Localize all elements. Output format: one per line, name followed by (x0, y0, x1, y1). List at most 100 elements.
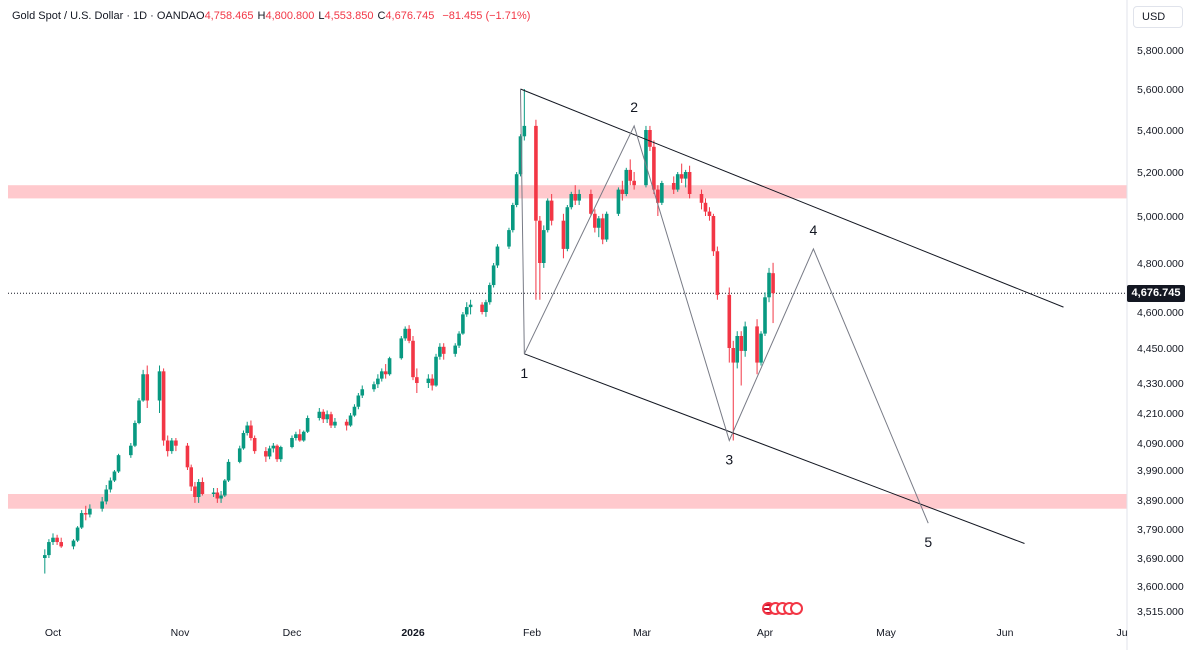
candle-body (55, 537, 59, 543)
candle-body (137, 400, 141, 423)
candle-body (112, 471, 117, 481)
candle-body (317, 411, 322, 418)
candle-body (573, 194, 578, 201)
candle-body (507, 230, 511, 247)
candle-body (711, 216, 716, 252)
candle-body (170, 440, 174, 452)
candle-body (249, 425, 253, 438)
candle (376, 374, 380, 388)
candle (703, 198, 708, 216)
candle (241, 430, 246, 450)
candle (215, 488, 220, 503)
candle-body (407, 328, 411, 341)
candle (660, 180, 664, 205)
candle-body (51, 537, 55, 543)
candle-body (715, 251, 720, 295)
candle-body (671, 183, 676, 190)
candle-body (707, 211, 712, 216)
candle (108, 477, 113, 493)
us-flag-icon[interactable] (762, 602, 803, 615)
symbol-title[interactable]: Gold Spot / U.S. Dollar · 1D · OANDA (12, 10, 196, 22)
candle (767, 267, 771, 303)
y-tick-label: 5,800.000 (1137, 45, 1184, 57)
candle-body (771, 273, 775, 294)
candle (55, 534, 59, 545)
candle (200, 477, 205, 496)
y-tick-label: 3,990.000 (1137, 465, 1184, 477)
candle-body (376, 378, 380, 385)
candle-body (487, 285, 492, 303)
symbol-legend: Gold Spot / U.S. Dollar · 1D · OANDA O 4… (12, 10, 530, 22)
candle (727, 287, 732, 363)
candle (759, 331, 763, 366)
y-tick-label: 4,210.000 (1137, 408, 1184, 420)
candle-body (763, 297, 767, 334)
candle-body (731, 348, 736, 363)
candle (145, 365, 150, 408)
resistance-zone (8, 185, 1127, 199)
candle (541, 225, 546, 268)
currency-selector[interactable]: USD (1133, 6, 1183, 28)
candle (133, 420, 137, 448)
candle-body (267, 448, 272, 457)
y-tick-label: 4,800.000 (1137, 258, 1184, 270)
candle-body (538, 220, 542, 263)
candle-body (767, 272, 771, 298)
candle-body (79, 513, 84, 528)
candle-body (468, 304, 473, 308)
candle-body (264, 451, 268, 457)
wave-label-4: 4 (810, 222, 818, 238)
candle (656, 185, 660, 216)
candle (461, 312, 465, 335)
candle (290, 435, 294, 449)
candle (112, 470, 117, 482)
y-tick-label: 4,600.000 (1137, 307, 1184, 319)
candle (100, 497, 104, 512)
candle-body (223, 480, 227, 496)
candle (545, 198, 550, 233)
candle-body (211, 492, 216, 494)
candle-body (157, 371, 162, 401)
y-tick-label: 4,330.000 (1137, 378, 1184, 390)
candle-body (434, 356, 438, 386)
candle-body (411, 340, 415, 378)
candle (441, 343, 446, 360)
candle-body (298, 434, 302, 441)
candle (271, 443, 276, 453)
candle (223, 479, 227, 497)
candle (196, 479, 201, 503)
x-tick-label: Feb (523, 627, 541, 639)
x-tick-label: 2026 (401, 627, 425, 639)
candle (352, 404, 357, 417)
candle (652, 140, 656, 194)
candle (252, 435, 257, 454)
candle-body (108, 480, 113, 490)
candle (620, 180, 625, 201)
y-tick-label: 3,890.000 (1137, 495, 1184, 507)
candle-body (174, 440, 178, 446)
candle-body (301, 431, 306, 441)
candle (491, 263, 496, 288)
candle (593, 209, 597, 233)
candle (648, 125, 652, 151)
candle-body (348, 415, 353, 426)
candle-body (360, 389, 365, 396)
candle (249, 420, 253, 441)
candle (411, 336, 415, 381)
candle-body (679, 174, 684, 179)
candle (294, 431, 298, 441)
candle (137, 398, 141, 425)
y-tick-label: 3,690.000 (1137, 553, 1184, 565)
candle (161, 368, 166, 446)
candle-body (47, 542, 51, 556)
candle-body (660, 183, 664, 203)
candle-body (480, 304, 484, 312)
candle (301, 430, 306, 442)
candle (616, 187, 621, 216)
candle-body (495, 246, 500, 266)
candle (457, 331, 461, 348)
candle (344, 419, 349, 431)
candle (399, 336, 404, 360)
